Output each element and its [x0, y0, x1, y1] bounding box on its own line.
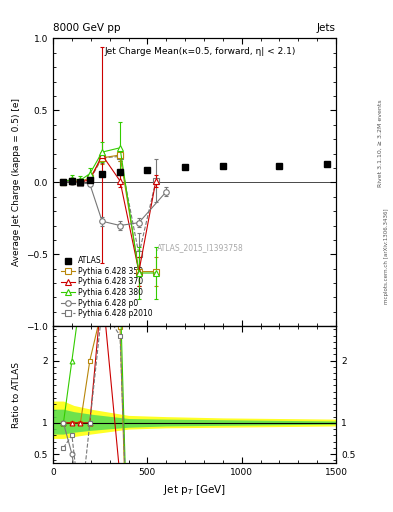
X-axis label: Jet p$_{T}$ [GeV]: Jet p$_{T}$ [GeV]	[163, 483, 226, 497]
Text: Jet Charge Mean(κ=0.5, forward, η| < 2.1): Jet Charge Mean(κ=0.5, forward, η| < 2.1…	[105, 47, 296, 56]
Text: Rivet 3.1.10, ≥ 3.2M events: Rivet 3.1.10, ≥ 3.2M events	[378, 99, 383, 187]
Y-axis label: Average Jet Charge (kappa = 0.5) [e]: Average Jet Charge (kappa = 0.5) [e]	[11, 98, 20, 266]
Text: mcplots.cern.ch [arXiv:1306.3436]: mcplots.cern.ch [arXiv:1306.3436]	[384, 208, 389, 304]
Text: ATLAS_2015_I1393758: ATLAS_2015_I1393758	[157, 243, 244, 252]
Text: 8000 GeV pp: 8000 GeV pp	[53, 23, 121, 33]
Y-axis label: Ratio to ATLAS: Ratio to ATLAS	[11, 362, 20, 428]
Text: Jets: Jets	[317, 23, 336, 33]
Legend: ATLAS, Pythia 6.428 350, Pythia 6.428 370, Pythia 6.428 380, Pythia 6.428 p0, Py: ATLAS, Pythia 6.428 350, Pythia 6.428 37…	[60, 255, 154, 319]
